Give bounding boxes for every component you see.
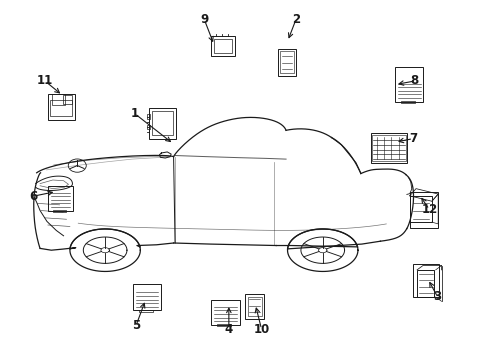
Bar — [50, 100, 72, 116]
Bar — [371, 135, 405, 161]
Bar — [370, 133, 407, 163]
Bar — [400, 101, 414, 103]
Text: 12: 12 — [420, 203, 437, 216]
Text: 11: 11 — [37, 75, 53, 87]
Bar — [412, 264, 438, 297]
Text: 5: 5 — [132, 319, 140, 332]
Bar — [245, 294, 264, 319]
Bar — [277, 49, 296, 76]
Bar — [52, 94, 65, 105]
Bar — [48, 94, 75, 120]
Bar — [214, 39, 231, 53]
Bar — [247, 297, 261, 316]
Text: 6: 6 — [29, 190, 37, 203]
Text: 1: 1 — [130, 107, 138, 120]
Text: 2: 2 — [291, 13, 299, 26]
Bar — [409, 192, 437, 228]
Text: 9: 9 — [200, 13, 208, 26]
Text: 4: 4 — [224, 323, 232, 336]
Bar — [217, 324, 231, 326]
Bar — [416, 270, 433, 297]
Text: 8: 8 — [410, 75, 418, 87]
Bar — [62, 95, 72, 104]
Bar — [394, 67, 423, 102]
Bar — [48, 186, 73, 211]
Text: 10: 10 — [253, 323, 269, 336]
Bar — [409, 196, 431, 222]
Text: 7: 7 — [408, 132, 416, 145]
Bar — [147, 114, 150, 119]
Bar — [280, 51, 293, 73]
Bar — [211, 36, 234, 56]
Bar — [152, 111, 173, 135]
Bar — [149, 108, 176, 139]
Text: 3: 3 — [433, 291, 441, 303]
Bar — [211, 300, 239, 325]
Bar — [133, 284, 161, 310]
Bar — [139, 310, 153, 312]
Bar — [147, 125, 150, 130]
Bar — [53, 210, 65, 212]
